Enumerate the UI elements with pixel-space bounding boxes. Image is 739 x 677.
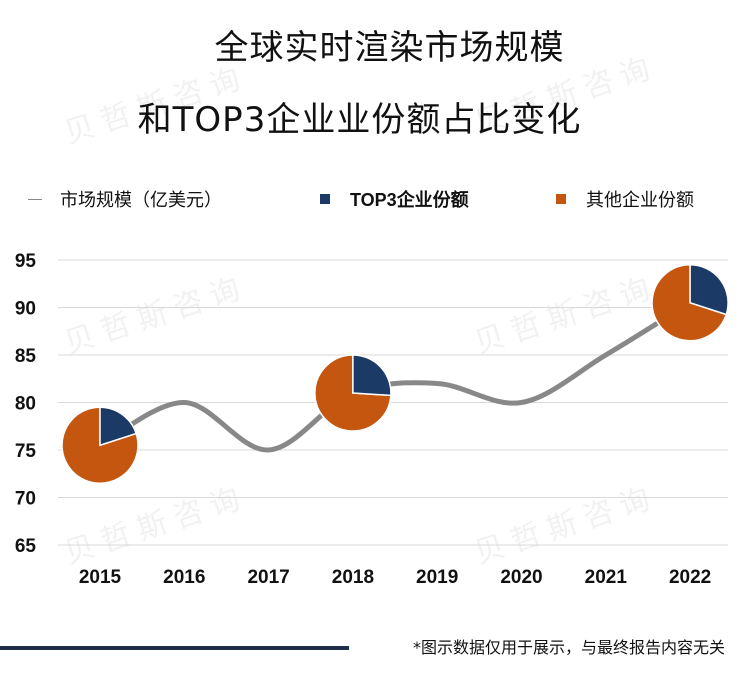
top3-square-icon <box>320 194 330 204</box>
legend-label-other: 其他企业份额 <box>586 190 694 211</box>
x-tick-label: 2021 <box>585 567 628 588</box>
legend-item-top3: TOP3企业份额 <box>320 186 469 212</box>
x-tick-label: 2017 <box>247 567 289 588</box>
legend: 市场规模（亿美元） TOP3企业份额 其他企业份额 <box>0 186 739 216</box>
y-tick-label: 90 <box>15 299 36 320</box>
legend-label-line: 市场规模（亿美元） <box>60 190 222 211</box>
y-tick-label: 65 <box>15 536 37 557</box>
x-tick-label: 2022 <box>669 567 711 588</box>
x-tick-label: 2018 <box>332 567 374 588</box>
x-tick-label: 2019 <box>416 567 458 588</box>
pie-slice-top3 <box>689 263 729 316</box>
x-tick-label: 2016 <box>163 567 205 588</box>
series-line-market-size <box>97 300 693 453</box>
chart-title-line1: 全球实时渲染市场规模 <box>214 28 565 68</box>
x-tick-label: 2020 <box>500 567 542 588</box>
chart-title-line2: 和TOP3企业业份额占比变化 <box>137 100 582 140</box>
pie-slice-other <box>651 263 728 342</box>
y-tick-label: 75 <box>15 441 37 462</box>
y-tick-label: 85 <box>15 346 37 367</box>
other-square-icon <box>556 194 566 204</box>
footer-note: *图示数据仅用于展示，与最终报告内容无关 <box>412 638 725 657</box>
legend-item-line: 市场规模（亿美元） <box>28 186 222 212</box>
y-tick-label: 95 <box>15 251 37 272</box>
legend-label-top3: TOP3企业份额 <box>350 190 469 210</box>
y-tick-label: 70 <box>15 489 36 510</box>
pie-slice-top3 <box>99 406 138 447</box>
line-marker-icon <box>28 198 42 200</box>
footer-bar <box>0 646 349 650</box>
x-tick-label: 2015 <box>79 567 122 588</box>
pie-slice-top3 <box>352 354 392 397</box>
y-tick-label: 80 <box>15 394 36 415</box>
legend-item-other: 其他企业份额 <box>556 186 694 212</box>
